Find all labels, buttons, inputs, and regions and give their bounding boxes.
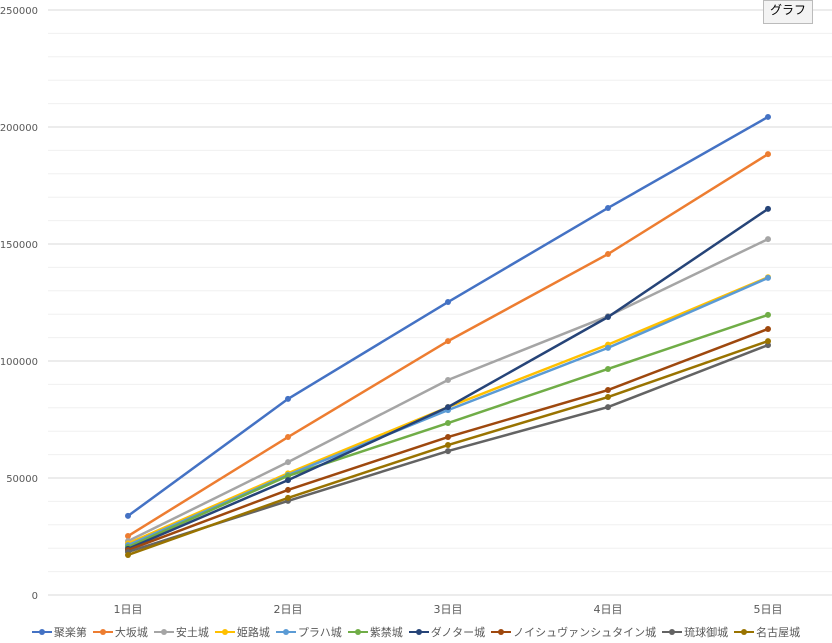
data-point xyxy=(445,299,451,306)
data-point xyxy=(285,434,291,441)
data-point xyxy=(765,338,771,345)
legend-item: プラハ城 xyxy=(275,624,342,640)
legend-marker-icon xyxy=(408,629,429,635)
legend-label: 大坂城 xyxy=(114,626,148,639)
legend-item: 聚楽第 xyxy=(31,624,87,640)
data-point xyxy=(765,236,771,243)
legend-label: 姫路城 xyxy=(236,626,270,639)
legend-item: 紫禁城 xyxy=(347,624,403,640)
legend-marker-icon xyxy=(662,629,683,635)
series-line-1 xyxy=(127,153,769,538)
y-tick-label: 250000 xyxy=(0,6,38,17)
y-tick-label: 100000 xyxy=(0,357,38,368)
legend-item: ノイシュヴァンシュタイン城 xyxy=(491,624,656,640)
data-point xyxy=(285,494,291,501)
legend-label: 琉球御城 xyxy=(684,626,729,639)
data-point xyxy=(605,404,611,411)
x-tick-label: 3日目 xyxy=(434,603,463,616)
legend-label: 紫禁城 xyxy=(369,626,403,639)
y-tick-label: 200000 xyxy=(0,123,38,134)
data-point xyxy=(445,338,451,345)
legend-label: 聚楽第 xyxy=(53,626,87,639)
x-tick-label: 2日目 xyxy=(274,603,303,616)
series-line-9 xyxy=(127,339,769,557)
data-point xyxy=(605,344,611,351)
data-point xyxy=(445,376,451,383)
y-tick-label: 150000 xyxy=(0,240,38,251)
data-point xyxy=(765,325,771,332)
data-point xyxy=(605,204,611,211)
legend-marker-icon xyxy=(491,629,512,635)
legend-marker-icon xyxy=(92,629,113,635)
data-point xyxy=(285,395,291,402)
legend-item: 名古屋城 xyxy=(734,624,800,640)
legend-label: ダノター城 xyxy=(430,626,486,639)
legend-marker-icon xyxy=(734,629,755,635)
series-line-2 xyxy=(127,237,769,543)
data-point xyxy=(125,551,131,558)
legend-label: プラハ城 xyxy=(297,626,342,639)
data-point xyxy=(125,533,131,540)
legend-item: 大坂城 xyxy=(92,624,148,640)
data-point xyxy=(605,387,611,394)
data-point xyxy=(765,205,771,212)
data-point xyxy=(765,311,771,318)
legend-item: 安土城 xyxy=(153,624,209,640)
legend-marker-icon xyxy=(214,629,235,635)
data-point xyxy=(445,448,451,455)
data-point xyxy=(445,434,451,441)
y-tick-label: 50000 xyxy=(6,474,38,485)
data-point xyxy=(285,459,291,466)
data-point xyxy=(285,486,291,493)
legend-marker-icon xyxy=(347,629,368,635)
legend-marker-icon xyxy=(275,629,296,635)
data-point xyxy=(605,314,611,321)
x-tick-label: 4日目 xyxy=(594,603,623,616)
data-point xyxy=(605,365,611,372)
data-point xyxy=(605,251,611,258)
legend-item: 琉球御城 xyxy=(662,624,728,640)
data-point xyxy=(765,113,771,120)
line-chart: 0 50000 100000 150000 200000 250000 1日目 2日目 3日目 4… xyxy=(0,6,832,616)
data-point xyxy=(765,151,771,158)
data-point xyxy=(605,394,611,401)
legend-label: 安土城 xyxy=(175,626,209,639)
legend-marker-icon xyxy=(153,629,174,635)
legend-item: 姫路城 xyxy=(214,624,270,640)
legend-item: ダノター城 xyxy=(408,624,486,640)
legend-marker-icon xyxy=(31,629,52,635)
legend-label: 名古屋城 xyxy=(756,626,801,639)
x-tick-label: 5日目 xyxy=(754,603,783,616)
data-point xyxy=(445,420,451,427)
data-point xyxy=(445,442,451,449)
data-point xyxy=(445,404,451,411)
legend: 聚楽第 大坂城 安土城 姫路城 プラハ城 紫禁城 ダノター城 ノイシュヴァンシュタイン城 琉球御… xyxy=(0,624,832,640)
data-point xyxy=(125,512,131,519)
data-point xyxy=(285,472,291,479)
graph-button[interactable]: グラフ xyxy=(763,0,813,24)
data-point xyxy=(285,477,291,484)
y-tick-label: 0 xyxy=(32,591,38,602)
legend-label: ノイシュヴァンシュタイン城 xyxy=(513,626,657,639)
x-tick-label: 1日目 xyxy=(114,603,143,616)
data-point xyxy=(765,274,771,281)
